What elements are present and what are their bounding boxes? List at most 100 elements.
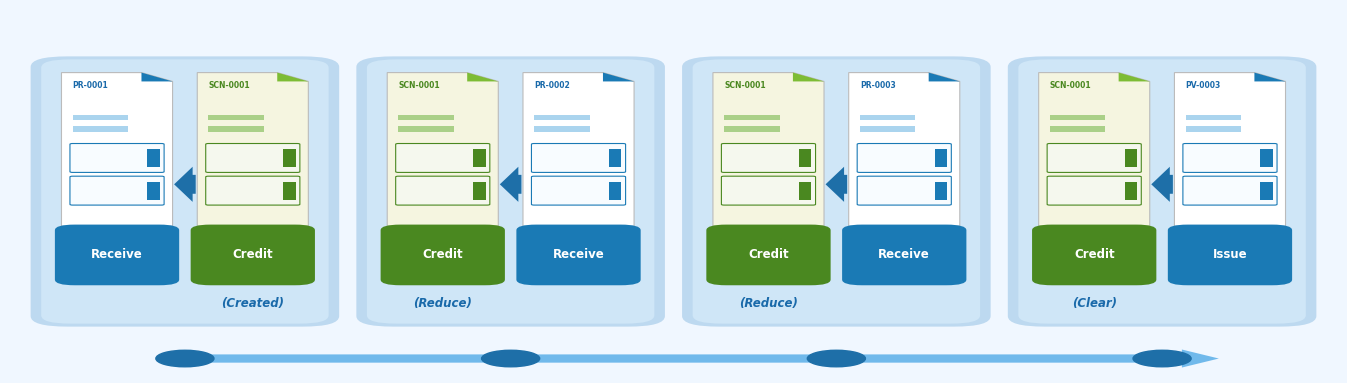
Text: PV-0003: PV-0003: [1185, 81, 1220, 90]
Bar: [399, 115, 454, 120]
FancyBboxPatch shape: [70, 176, 164, 205]
Polygon shape: [523, 73, 634, 283]
Text: Issue: Issue: [1212, 249, 1247, 262]
FancyBboxPatch shape: [857, 144, 951, 172]
FancyBboxPatch shape: [842, 224, 966, 285]
Polygon shape: [603, 73, 634, 82]
Bar: [1185, 126, 1241, 132]
Bar: [283, 149, 295, 167]
Text: SCN-0001: SCN-0001: [399, 81, 440, 90]
FancyBboxPatch shape: [70, 144, 164, 172]
Bar: [1261, 182, 1273, 200]
Bar: [1261, 149, 1273, 167]
FancyBboxPatch shape: [706, 224, 831, 285]
Text: PR-0002: PR-0002: [535, 81, 570, 90]
Circle shape: [482, 350, 540, 367]
FancyBboxPatch shape: [722, 144, 815, 172]
Text: Receive: Receive: [92, 249, 143, 262]
Polygon shape: [500, 167, 521, 202]
Bar: [1049, 126, 1106, 132]
FancyBboxPatch shape: [1183, 144, 1277, 172]
Polygon shape: [62, 73, 172, 283]
Text: Receive: Receive: [878, 249, 931, 262]
Polygon shape: [277, 73, 308, 82]
Bar: [935, 149, 947, 167]
Bar: [859, 126, 916, 132]
FancyBboxPatch shape: [682, 56, 990, 327]
Polygon shape: [1152, 167, 1173, 202]
FancyBboxPatch shape: [1047, 176, 1141, 205]
Bar: [535, 115, 590, 120]
Bar: [1125, 149, 1137, 167]
FancyBboxPatch shape: [396, 144, 490, 172]
FancyBboxPatch shape: [206, 176, 300, 205]
Bar: [609, 149, 621, 167]
Bar: [283, 182, 295, 200]
Text: SCN-0001: SCN-0001: [725, 81, 765, 90]
FancyBboxPatch shape: [516, 224, 641, 285]
FancyBboxPatch shape: [532, 176, 625, 205]
Circle shape: [156, 350, 214, 367]
Text: SCN-0001: SCN-0001: [1049, 81, 1091, 90]
Polygon shape: [387, 73, 498, 283]
FancyArrow shape: [178, 350, 1219, 368]
Bar: [935, 182, 947, 200]
Text: (Clear): (Clear): [1072, 298, 1117, 310]
FancyBboxPatch shape: [55, 224, 179, 285]
FancyBboxPatch shape: [722, 176, 815, 205]
Polygon shape: [826, 167, 847, 202]
Text: PR-0003: PR-0003: [859, 81, 896, 90]
Bar: [73, 115, 128, 120]
Polygon shape: [197, 73, 308, 283]
FancyBboxPatch shape: [857, 176, 951, 205]
FancyBboxPatch shape: [1047, 144, 1141, 172]
Text: Credit: Credit: [423, 249, 463, 262]
Bar: [473, 149, 485, 167]
Bar: [799, 182, 811, 200]
Bar: [399, 126, 454, 132]
Polygon shape: [141, 73, 172, 82]
Text: PR-0001: PR-0001: [73, 81, 108, 90]
Text: Credit: Credit: [748, 249, 789, 262]
Polygon shape: [1039, 73, 1150, 283]
FancyBboxPatch shape: [1018, 59, 1305, 324]
Bar: [1049, 115, 1106, 120]
Polygon shape: [1254, 73, 1285, 82]
FancyBboxPatch shape: [692, 59, 981, 324]
FancyBboxPatch shape: [1032, 224, 1156, 285]
FancyBboxPatch shape: [1183, 176, 1277, 205]
Polygon shape: [793, 73, 824, 82]
FancyBboxPatch shape: [31, 56, 339, 327]
Circle shape: [1133, 350, 1191, 367]
Polygon shape: [928, 73, 960, 82]
Text: Receive: Receive: [552, 249, 605, 262]
Bar: [725, 115, 780, 120]
FancyBboxPatch shape: [206, 144, 300, 172]
Bar: [147, 149, 160, 167]
Text: (Created): (Created): [221, 298, 284, 310]
Polygon shape: [1118, 73, 1150, 82]
FancyBboxPatch shape: [42, 59, 329, 324]
FancyBboxPatch shape: [1168, 224, 1292, 285]
Bar: [473, 182, 485, 200]
Bar: [1185, 115, 1241, 120]
Bar: [1125, 182, 1137, 200]
Bar: [147, 182, 160, 200]
Bar: [725, 126, 780, 132]
FancyBboxPatch shape: [357, 56, 665, 327]
FancyBboxPatch shape: [191, 224, 315, 285]
FancyBboxPatch shape: [396, 176, 490, 205]
Bar: [859, 115, 916, 120]
Bar: [535, 126, 590, 132]
Polygon shape: [713, 73, 824, 283]
FancyBboxPatch shape: [381, 224, 505, 285]
FancyBboxPatch shape: [366, 59, 655, 324]
Text: (Reduce): (Reduce): [740, 298, 797, 310]
Polygon shape: [467, 73, 498, 82]
Bar: [609, 182, 621, 200]
Bar: [209, 126, 264, 132]
Text: (Reduce): (Reduce): [414, 298, 473, 310]
Text: Credit: Credit: [1074, 249, 1114, 262]
FancyBboxPatch shape: [1008, 56, 1316, 327]
Polygon shape: [174, 167, 195, 202]
